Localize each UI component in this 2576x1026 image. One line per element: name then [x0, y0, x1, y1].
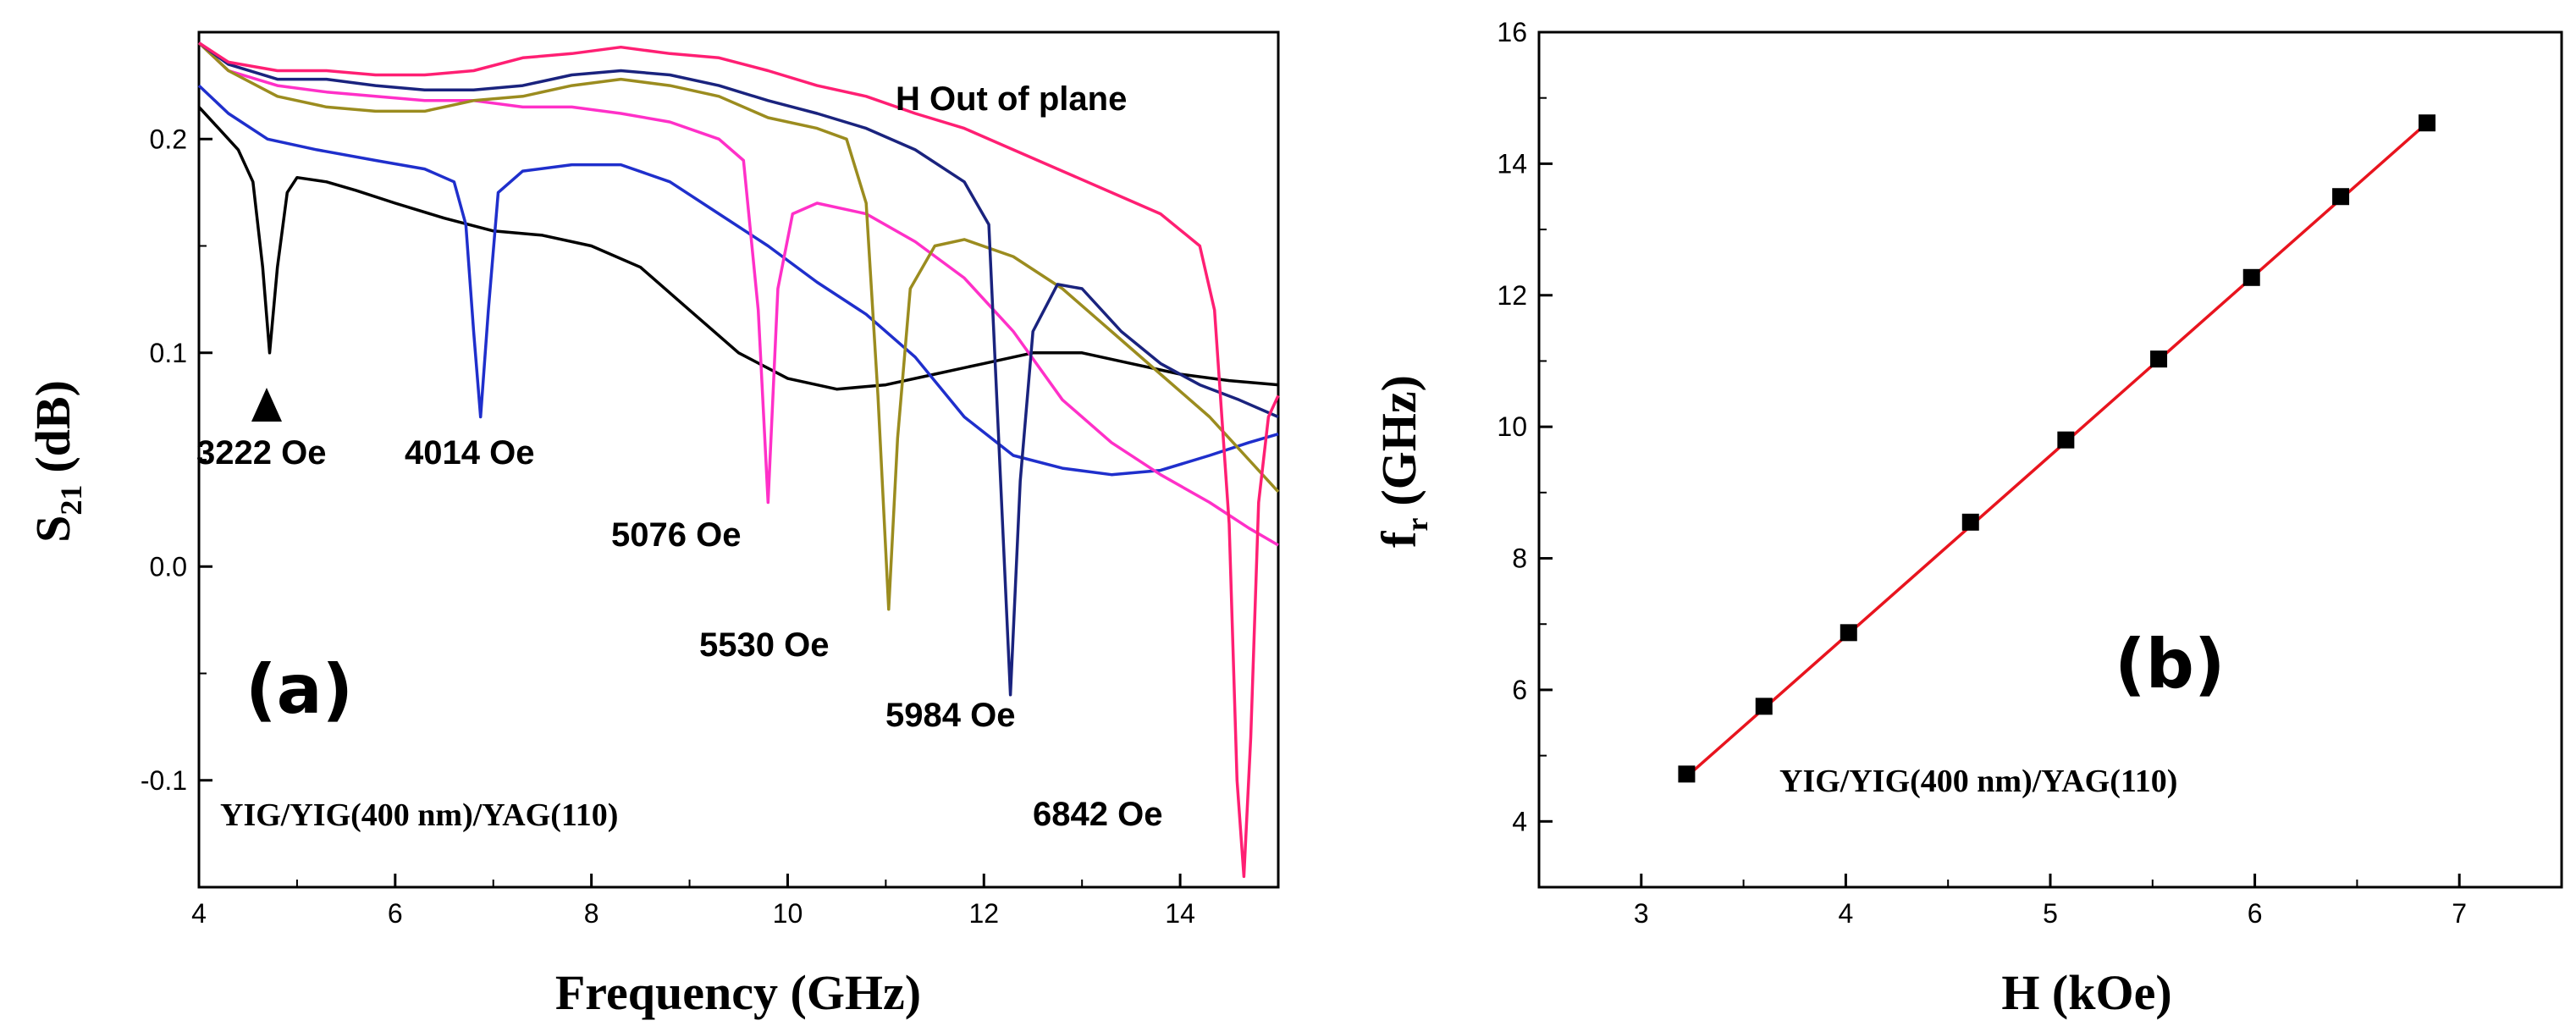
- panel-a-y-axis-title: S21 (dB): [25, 380, 88, 543]
- x-tick-label: 3: [1634, 898, 1649, 929]
- y-tick-label: 10: [1497, 411, 1527, 442]
- panel-b-ticks: 3 4 5 6 7 4 6 8 10 12 14 16: [1497, 17, 2467, 929]
- y-tick-label: 0.2: [150, 124, 187, 154]
- x-tick-label: 4: [191, 898, 207, 929]
- y-tick-label: 16: [1497, 17, 1527, 47]
- dip-label-4014: 4014 Oe: [405, 434, 534, 472]
- panel-b-sample-label: YIG/YIG(400 nm)/YAG(110): [1779, 764, 2177, 799]
- series-line-5984-oe: [197, 41, 1279, 697]
- data-point: [2419, 114, 2436, 132]
- dip-label-5984: 5984 Oe: [885, 697, 1015, 734]
- panel-a-chart: 4 6 8 10 12 14 -0.1 0.0 0.1 0.2 H Out of plane YI…: [25, 30, 1280, 1020]
- panel-a-annotation-top: H Out of plane: [896, 80, 1127, 118]
- panel-b-fit-group: [1685, 121, 2429, 778]
- y-tick-label: 6: [1512, 675, 1527, 705]
- panel-a-y-axis-title-sub: 21: [54, 485, 88, 516]
- panel-a-plot-frame: [197, 30, 1280, 889]
- data-point: [1961, 513, 1979, 531]
- x-tick-label: 10: [773, 898, 803, 929]
- panel-a-y-axis-title-unit: (dB): [25, 380, 80, 473]
- y-tick-label: 4: [1512, 806, 1527, 836]
- y-tick-label: 12: [1497, 280, 1527, 311]
- panel-b-y-axis-title: fr (GHz): [1371, 375, 1434, 548]
- triangle-marker-3222: [251, 388, 282, 422]
- panel-a-series-group: [197, 41, 1280, 879]
- x-tick-label: 7: [2452, 898, 2467, 929]
- panel-b-y-axis-title-sub: r: [1400, 518, 1434, 532]
- series-line-5530-oe: [197, 41, 1280, 611]
- y-tick-label: 0.1: [150, 338, 187, 368]
- y-tick-label: 0.0: [150, 551, 187, 582]
- dip-label-5076: 5076 Oe: [611, 516, 741, 554]
- series-line-6842-oe: [198, 41, 1280, 879]
- panel-a-sample-label: YIG/YIG(400 nm)/YAG(110): [220, 797, 618, 833]
- series-line-5076-oe: [197, 41, 1279, 547]
- y-tick-label: 8: [1512, 543, 1527, 574]
- x-tick-label: 14: [1165, 898, 1195, 929]
- data-point: [2242, 268, 2260, 286]
- dip-label-6842: 6842 Oe: [1033, 796, 1162, 833]
- x-tick-label: 12: [968, 898, 999, 929]
- x-tick-label: 6: [388, 898, 403, 929]
- panel-a-x-axis-title: Frequency (GHz): [555, 965, 921, 1020]
- data-point: [2332, 188, 2350, 206]
- y-tick-label: -0.1: [141, 765, 187, 796]
- dip-label-3222: 3222 Oe: [196, 434, 326, 472]
- data-point: [2057, 431, 2075, 449]
- panel-a-label: (a): [245, 650, 353, 729]
- panel-b-y-axis-title-unit: (GHz): [1371, 375, 1426, 506]
- x-tick-label: 4: [1839, 898, 1854, 929]
- dip-label-5530: 5530 Oe: [699, 626, 829, 664]
- x-tick-label: 8: [584, 898, 599, 929]
- data-point: [1840, 624, 1857, 642]
- panel-b-chart: 3 4 5 6 7 4 6 8 10 12 14 16 YIG/YIG(400 nm)/YAG(110…: [1371, 17, 2563, 1020]
- data-point: [1755, 698, 1773, 715]
- panel-b-label: (b): [2115, 625, 2225, 703]
- panel-b-plot-frame: [1537, 30, 2563, 889]
- series-line-4014-oe: [197, 84, 1279, 477]
- linear-fit-line: [1685, 121, 2429, 778]
- data-point: [1678, 765, 1696, 783]
- panel-b-x-axis-title: H (kOe): [2001, 965, 2171, 1020]
- panel-b-points-group: [1678, 114, 2436, 783]
- panel-b-y-axis-title-main: f: [1371, 531, 1426, 548]
- x-tick-label: 5: [2043, 898, 2058, 929]
- panel-a-ticks: 4 6 8 10 12 14 -0.1 0.0 0.1 0.2: [141, 124, 1195, 929]
- data-point: [2150, 350, 2168, 368]
- y-tick-label: 14: [1497, 148, 1527, 179]
- panel-a-y-axis-title-main: S: [25, 516, 80, 543]
- series-line-3222-oe: [197, 106, 1279, 391]
- x-tick-label: 6: [2248, 898, 2263, 929]
